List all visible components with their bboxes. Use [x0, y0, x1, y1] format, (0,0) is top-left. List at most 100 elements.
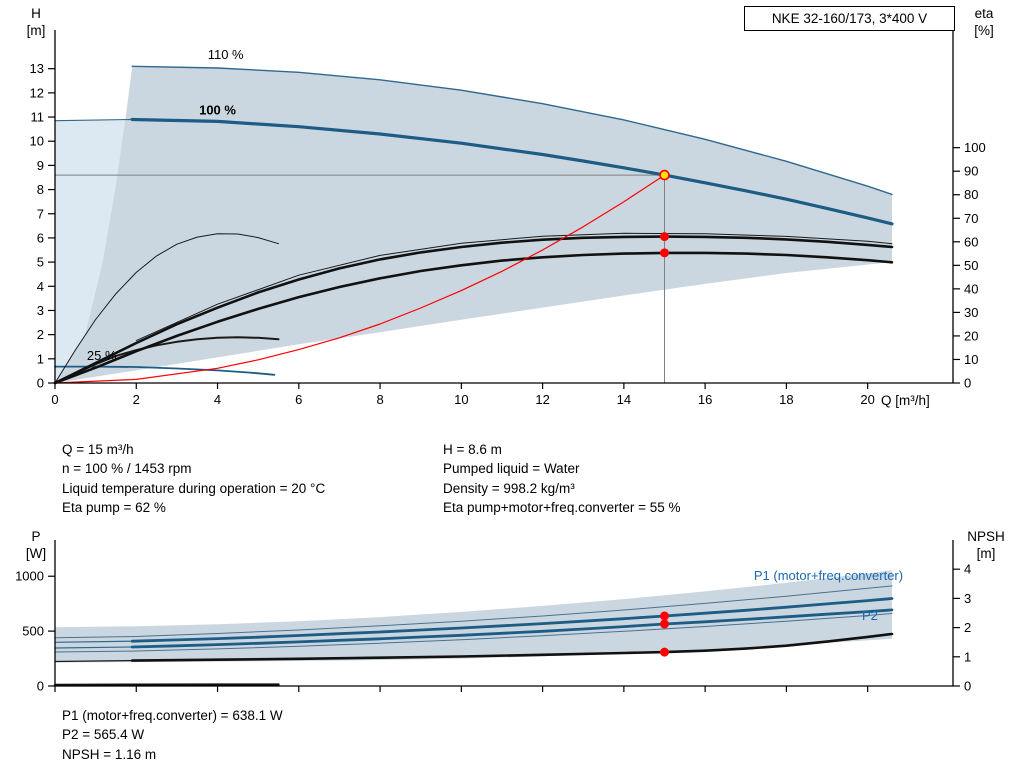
y-right-tick-label: 1 — [964, 649, 971, 664]
x-tick-label: 2 — [133, 392, 140, 407]
info-line-flow: Q = 15 m³/h — [62, 442, 134, 457]
y-right-tick-label: 40 — [964, 281, 978, 296]
label-p2: P2 — [862, 608, 878, 623]
y-left-tick-label: 12 — [30, 85, 44, 100]
speed-envelope — [55, 66, 892, 384]
x-tick-label: 16 — [698, 392, 712, 407]
x-tick-label: 18 — [779, 392, 793, 407]
axis-title-npsh: NPSH [m] — [956, 528, 1016, 562]
label-p1: P1 (motor+freq.converter) — [754, 568, 903, 583]
label-25pct: 25 % — [87, 348, 117, 363]
p2-curve-left-ext — [54, 646, 133, 649]
y-left-tick-label: 0 — [37, 679, 44, 694]
y-right-tick-label: 20 — [964, 328, 978, 343]
power-110pct-thin — [54, 585, 893, 639]
duty-info-left: Q = 15 m³/h n = 100 % / 1453 rpm Liquid … — [62, 440, 325, 518]
axis-title-npsh-unit: [m] — [976, 546, 996, 561]
power-low-thin — [54, 613, 893, 653]
y-left-tick-label: 4 — [37, 279, 44, 294]
x-tick-label: 20 — [860, 392, 874, 407]
eta-pump-curve — [53, 235, 894, 385]
x-tick-label: 10 — [454, 392, 468, 407]
label-110pct: 110 % — [208, 47, 244, 62]
info-line-temperature: Liquid temperature during operation = 20… — [62, 480, 326, 496]
axis-title-power-symbol: P — [31, 529, 41, 544]
y-left-tick-label: 8 — [37, 182, 44, 197]
duty-point — [659, 169, 670, 181]
y-left-tick-label: 9 — [37, 158, 44, 173]
duty-info-right: H = 8.6 m Pumped liquid = Water Density … — [443, 440, 681, 518]
axis-title-power-unit: [W] — [25, 546, 47, 561]
y-right-tick-label: 30 — [964, 305, 978, 320]
y-left-tick-label: 11 — [31, 110, 45, 125]
power-envelope — [55, 570, 892, 663]
p2-curve — [130, 608, 894, 649]
y-left-tick-label: 3 — [37, 303, 44, 318]
result-line-p1: P1 (motor+freq.converter) = 638.1 W — [62, 708, 283, 723]
curve-110pct — [131, 65, 893, 196]
axis-title-flow: Q [m³/h] — [881, 393, 930, 408]
duty-point-p1 — [660, 611, 670, 621]
npsh-curve — [130, 632, 894, 662]
duty-point-eta-pump — [660, 232, 670, 242]
axis-title-npsh-symbol: NPSH — [967, 529, 1005, 544]
eta-pump-25pct-thin — [54, 233, 279, 384]
speed-envelope-light — [55, 120, 126, 383]
curve-100pct-left-ext — [54, 118, 133, 122]
x-tick-label: 14 — [617, 392, 631, 407]
y-left-tick-label: 500 — [22, 624, 44, 639]
y-left-tick-label: 13 — [30, 61, 44, 76]
y-right-tick-label: 60 — [964, 234, 978, 249]
p1-curve — [130, 597, 894, 643]
curve-100pct — [130, 117, 894, 226]
result-line-npsh: NPSH = 1.16 m — [62, 746, 157, 762]
info-line-eta-pump: Eta pump = 62 % — [62, 500, 166, 516]
x-tick-label: 8 — [376, 392, 383, 407]
y-right-tick-label: 0 — [964, 376, 971, 391]
y-left-tick-label: 5 — [37, 255, 44, 270]
axis-title-power: P [W] — [16, 528, 56, 562]
info-line-density: Density = 998.2 kg/m³ — [443, 480, 575, 496]
y-right-tick-label: 80 — [964, 187, 978, 202]
pump-title: NKE 32-160/173, 3*400 V — [771, 11, 928, 26]
y-right-tick-label: 90 — [964, 164, 978, 179]
x-tick-label: 4 — [214, 392, 221, 407]
y-right-tick-label: 100 — [964, 140, 986, 155]
y-right-tick-label: 4 — [964, 562, 971, 577]
info-line-liquid: Pumped liquid = Water — [443, 461, 580, 477]
pump-title-box: NKE 32-160/173, 3*400 V — [744, 6, 955, 31]
x-tick-label: 12 — [535, 392, 549, 407]
axis-title-head-symbol: H — [31, 6, 41, 21]
y-right-tick-label: 10 — [964, 352, 978, 367]
y-right-tick-label: 70 — [964, 211, 978, 226]
y-left-tick-label: 2 — [37, 327, 44, 342]
eta-pump-thin — [135, 232, 893, 342]
y-right-tick-label: 0 — [964, 679, 971, 694]
result-line-p2: P2 = 565.4 W — [62, 727, 145, 743]
axis-title-eta: eta [%] — [960, 5, 1008, 39]
axis-title-head-unit: [m] — [26, 23, 46, 38]
x-tick-label: 6 — [295, 392, 302, 407]
control-curve — [54, 174, 666, 384]
duty-point-npsh — [660, 647, 670, 657]
y-right-tick-label: 2 — [964, 620, 971, 635]
y-left-tick-label: 6 — [37, 230, 44, 245]
eta-total-curve — [53, 251, 894, 385]
x-tick-label: 0 — [51, 392, 58, 407]
axis-title-eta-symbol: eta — [974, 6, 994, 21]
y-left-tick-label: 10 — [30, 134, 44, 149]
y-right-tick-label: 50 — [964, 258, 978, 273]
results-panel: P1 (motor+freq.converter) = 638.1 W P2 =… — [62, 706, 283, 764]
npsh-curve-left-ext — [54, 659, 133, 663]
info-line-eta-total: Eta pump+motor+freq.converter = 55 % — [443, 500, 681, 516]
y-right-tick-label: 3 — [964, 591, 971, 606]
y-left-tick-label: 7 — [37, 206, 44, 221]
y-left-tick-label: 1 — [37, 351, 44, 366]
y-left-tick-label: 0 — [37, 376, 44, 391]
p1-curve-left-ext — [54, 640, 133, 643]
duty-point-eta-total — [660, 248, 670, 258]
axis-title-eta-unit: [%] — [974, 23, 994, 38]
label-100pct: 100 % — [199, 103, 236, 118]
